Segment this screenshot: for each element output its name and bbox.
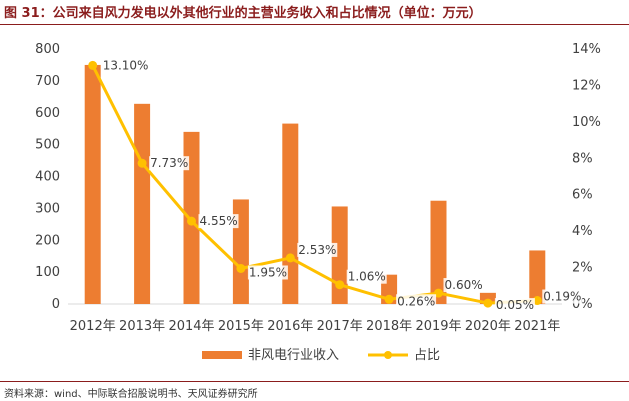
x-axis: 2012年 2013年 2014年 2015年 2016年 2017年 2018年 2019年… <box>70 319 561 334</box>
bar-series <box>84 64 546 305</box>
left-tick-label: 800 <box>35 42 60 57</box>
data-label: 0.26% <box>397 294 435 308</box>
data-label: 0.60% <box>445 278 483 292</box>
data-label: 0.05% <box>496 298 534 312</box>
source-note: 资料来源：wind、中际联合招股说明书、天风证券研究所 <box>4 389 258 400</box>
bar <box>529 250 546 304</box>
left-tick-label: 0 <box>52 297 60 312</box>
left-tick-label: 500 <box>35 138 60 153</box>
x-tick-label: 2017年 <box>317 319 363 334</box>
left-tick-label: 400 <box>35 170 60 185</box>
legend: 非风电行业收入 占比 <box>202 348 440 363</box>
right-tick-label: 14% <box>572 42 601 57</box>
data-label: 0.19% <box>543 290 581 304</box>
x-tick-label: 2018年 <box>366 319 412 334</box>
x-tick-label: 2012年 <box>70 319 116 334</box>
line-point <box>187 216 196 226</box>
x-tick-label: 2013年 <box>119 319 165 334</box>
right-tick-label: 12% <box>572 78 601 93</box>
line-point <box>483 298 493 308</box>
data-label-bg <box>346 269 387 284</box>
line-point <box>335 280 345 290</box>
x-tick-label: 2019年 <box>415 319 461 334</box>
left-tick-label: 300 <box>35 201 60 216</box>
data-label-bg <box>149 156 190 171</box>
data-label: 4.55% <box>200 214 238 228</box>
data-label-bg <box>542 289 583 304</box>
legend-line-marker <box>384 351 392 359</box>
x-tick-label: 2015年 <box>218 319 264 334</box>
data-label-bg <box>247 265 288 280</box>
left-tick-label: 200 <box>35 233 60 248</box>
left-tick-label: 100 <box>35 265 60 280</box>
line-series: 13.10% 7.73% 4.55% 1.95% 2.53% 1.06% 0.26% 0.60… <box>88 58 583 313</box>
x-tick-label: 2021年 <box>514 319 560 334</box>
data-label: 1.06% <box>348 270 386 284</box>
source-divider <box>0 381 629 382</box>
data-label: 2.53% <box>298 243 336 257</box>
data-label: 7.73% <box>150 156 188 170</box>
line-point <box>434 288 443 298</box>
left-axis: 0 100 200 300 400 500 600 700 800 <box>35 42 60 312</box>
data-label: 1.95% <box>249 265 287 279</box>
bar <box>430 200 447 304</box>
left-tick-label: 600 <box>35 106 60 121</box>
right-tick-label: 2% <box>572 261 593 276</box>
right-axis: 0%2%4%6%8%10%12%14% <box>572 42 601 312</box>
share-line <box>91 64 538 305</box>
bar <box>84 64 101 304</box>
data-label-bg <box>198 214 239 229</box>
legend-bar-swatch <box>202 351 242 359</box>
x-tick-label: 2020年 <box>465 319 511 334</box>
title-divider <box>0 24 629 25</box>
bar <box>134 103 151 304</box>
data-label-bg <box>494 298 535 313</box>
bar <box>479 292 496 304</box>
data-label: 13.10% <box>103 58 149 72</box>
line-point <box>384 294 394 304</box>
right-tick-label: 8% <box>572 151 593 166</box>
x-tick-label: 2014年 <box>168 319 214 334</box>
data-label-bg <box>443 278 484 293</box>
data-label-bg <box>101 58 150 73</box>
data-label-bg <box>396 294 437 309</box>
legend-line-label: 占比 <box>414 348 440 363</box>
data-label-bg <box>297 242 338 257</box>
right-tick-label: 6% <box>572 188 593 203</box>
line-point <box>532 296 542 306</box>
line-point <box>137 158 147 168</box>
line-point <box>88 60 98 70</box>
line-point <box>236 263 246 273</box>
legend-bar-label: 非风电行业收入 <box>248 348 339 363</box>
right-tick-label: 10% <box>572 115 601 130</box>
chart-title: 图 31：公司来自风力发电以外其他行业的主营业务收入和占比情况（单位：万元） <box>4 6 482 21</box>
bar <box>331 206 348 304</box>
x-tick-label: 2016年 <box>267 319 313 334</box>
line-point <box>285 253 295 263</box>
left-tick-label: 700 <box>35 74 60 89</box>
right-tick-label: 4% <box>572 224 593 239</box>
